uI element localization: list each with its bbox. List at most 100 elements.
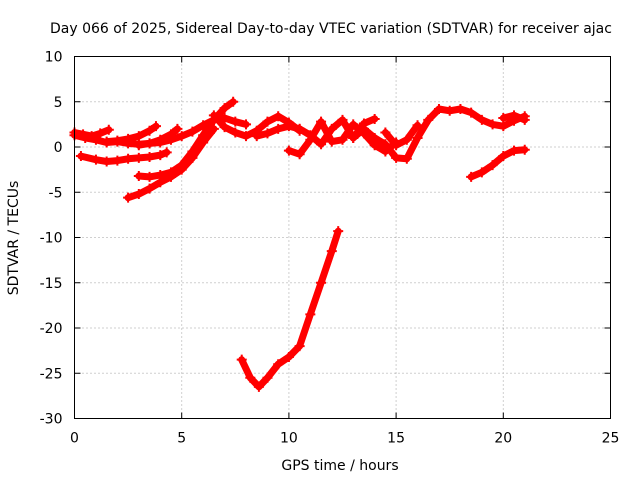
axis-ticks [74, 56, 611, 419]
x-tick-label: 20 [494, 431, 512, 447]
track-14-point [519, 144, 530, 155]
track-9-point [251, 131, 262, 142]
track-11-point [326, 123, 337, 134]
track-11-point [316, 139, 327, 150]
track-2-point [95, 128, 106, 139]
track-12-point [358, 123, 369, 134]
track-8-point [208, 110, 219, 121]
track-7-point [187, 146, 198, 157]
track-5-point [161, 147, 172, 158]
track-10-point [283, 145, 294, 156]
track-12-point [348, 132, 359, 143]
track-12-point [380, 139, 391, 150]
track-7-point [144, 171, 155, 182]
track-12-point [423, 114, 434, 125]
track-2-point [78, 129, 89, 140]
track-5-point [112, 155, 123, 166]
track-12-point [433, 103, 444, 114]
track-16-point [283, 351, 294, 362]
track-4-point [155, 134, 166, 145]
x-tick-label: 0 [70, 431, 79, 447]
track-16-point [316, 277, 327, 288]
track-16-point [333, 226, 344, 237]
track-11-point [337, 114, 348, 125]
track-10-point [316, 116, 327, 127]
track-7-point [165, 167, 176, 178]
track-12-point [412, 132, 423, 143]
track-2-point [103, 124, 114, 135]
track-14-point [509, 145, 520, 156]
track-6-point [133, 189, 144, 200]
y-tick-label: -25 [40, 366, 63, 382]
track-7-point [198, 130, 209, 141]
y-tick-label: 0 [54, 140, 63, 156]
track-3-point [150, 121, 161, 132]
data-series [69, 96, 530, 392]
track-9-point [273, 123, 284, 134]
track-3-point [101, 136, 112, 147]
track-1-point [230, 116, 241, 127]
track-3-point [112, 135, 123, 146]
track-6-point [144, 183, 155, 194]
x-tick-label: 10 [280, 431, 298, 447]
track-5-point [144, 151, 155, 162]
y-tick-label: -5 [49, 185, 63, 201]
track-8-point [230, 127, 241, 138]
track-3-point [133, 131, 144, 142]
track-3-point [144, 125, 155, 136]
track-7-line [135, 98, 237, 181]
track-16-point [326, 246, 337, 257]
track-1-point [176, 131, 187, 142]
y-tick-label: -15 [40, 276, 63, 292]
track-1-point [241, 119, 252, 130]
track-10-point [348, 119, 359, 130]
track-12-point [466, 107, 477, 118]
y-tick-label: -10 [40, 231, 63, 247]
track-15-point [509, 110, 520, 121]
track-12-point [476, 114, 487, 125]
track-5-point [75, 151, 86, 162]
track-15-point [498, 113, 509, 124]
track-13-line [381, 121, 421, 149]
track-8-point [273, 111, 284, 122]
track-12-point [401, 153, 412, 164]
chart-title: Day 066 of 2025, Sidereal Day-to-day VTE… [50, 21, 612, 37]
track-4-point [133, 140, 144, 151]
x-tick-labels: 0 5 10 15 20 25 [70, 431, 619, 447]
track-16-point [236, 354, 247, 365]
y-tick-labels: 10 5 0 -5 -10 -15 -20 -25 -30 [40, 50, 63, 428]
track-1-point [219, 113, 230, 124]
y-axis-label: SDTVAR / TECUs [6, 181, 22, 296]
x-tick-label: 15 [387, 431, 405, 447]
track-3-point [123, 133, 134, 144]
track-14-point [487, 160, 498, 171]
track-9-point [283, 121, 294, 132]
track-7-point [155, 170, 166, 181]
track-1-point [187, 126, 198, 137]
y-tick-label: -20 [40, 321, 63, 337]
track-5-point [101, 156, 112, 167]
track-13-point [401, 134, 412, 145]
track-5-point [90, 154, 101, 165]
track-11-point [369, 113, 380, 124]
track-5-point [155, 150, 166, 161]
track-13-point [412, 120, 423, 131]
track-12-point [391, 152, 402, 163]
track-12-point [455, 103, 466, 114]
track-4-point [172, 123, 183, 134]
track-7-point [219, 103, 230, 114]
track-6-point [123, 192, 134, 203]
x-tick-label: 25 [602, 431, 620, 447]
track-12-point [369, 132, 380, 143]
track-10-point [337, 134, 348, 145]
track-8-point [241, 131, 252, 142]
y-tick-label: 10 [45, 50, 63, 66]
track-5-point [133, 152, 144, 163]
x-axis-label: GPS time / hours [281, 458, 398, 474]
track-16-point [253, 381, 264, 392]
track-8-point [219, 122, 230, 133]
track-8-point [262, 116, 273, 127]
track-7-point [133, 170, 144, 181]
